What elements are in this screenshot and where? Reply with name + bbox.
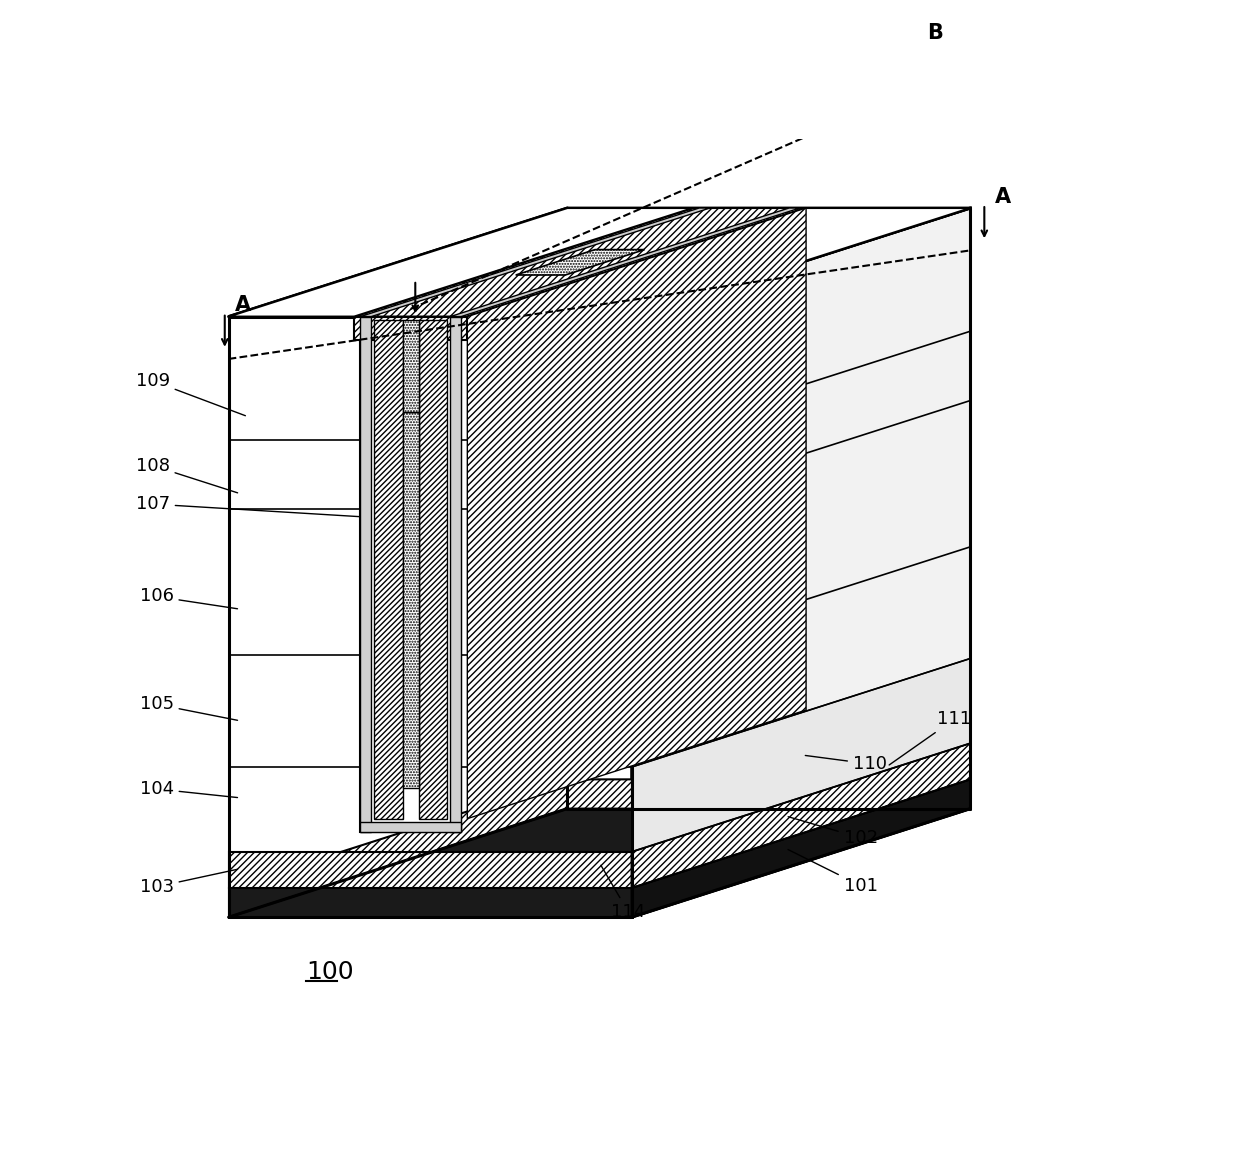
Polygon shape [631,659,971,852]
Polygon shape [403,320,419,412]
Polygon shape [228,852,631,888]
Polygon shape [403,412,419,788]
Text: 106: 106 [139,587,238,609]
Text: 103: 103 [139,869,238,896]
Text: 109: 109 [135,372,246,416]
Text: 107: 107 [135,495,360,517]
Polygon shape [228,208,971,317]
Text: 101: 101 [787,850,878,895]
Text: 105: 105 [139,695,238,720]
Polygon shape [228,317,631,917]
Text: 104: 104 [139,780,238,798]
Polygon shape [355,208,806,317]
Polygon shape [361,208,711,317]
Polygon shape [450,317,461,832]
Polygon shape [228,779,971,888]
Polygon shape [228,808,971,917]
Polygon shape [516,250,645,275]
Text: 100: 100 [306,959,353,984]
Text: 110: 110 [805,755,887,773]
Text: 102: 102 [789,816,878,847]
Text: B: B [928,23,944,44]
Polygon shape [361,317,371,832]
Text: 111: 111 [889,710,971,765]
Polygon shape [355,317,467,340]
Polygon shape [361,317,461,832]
Polygon shape [374,320,403,818]
Polygon shape [228,208,693,317]
Polygon shape [631,208,971,917]
Text: A: A [234,295,250,316]
Polygon shape [631,743,971,888]
Text: A: A [996,186,1012,207]
Polygon shape [467,208,971,317]
Polygon shape [419,320,448,818]
Text: 114: 114 [601,866,645,921]
Polygon shape [228,888,631,917]
Polygon shape [361,822,461,832]
Text: 108: 108 [135,457,238,492]
Polygon shape [467,208,806,818]
Polygon shape [450,208,800,317]
Polygon shape [631,779,971,917]
